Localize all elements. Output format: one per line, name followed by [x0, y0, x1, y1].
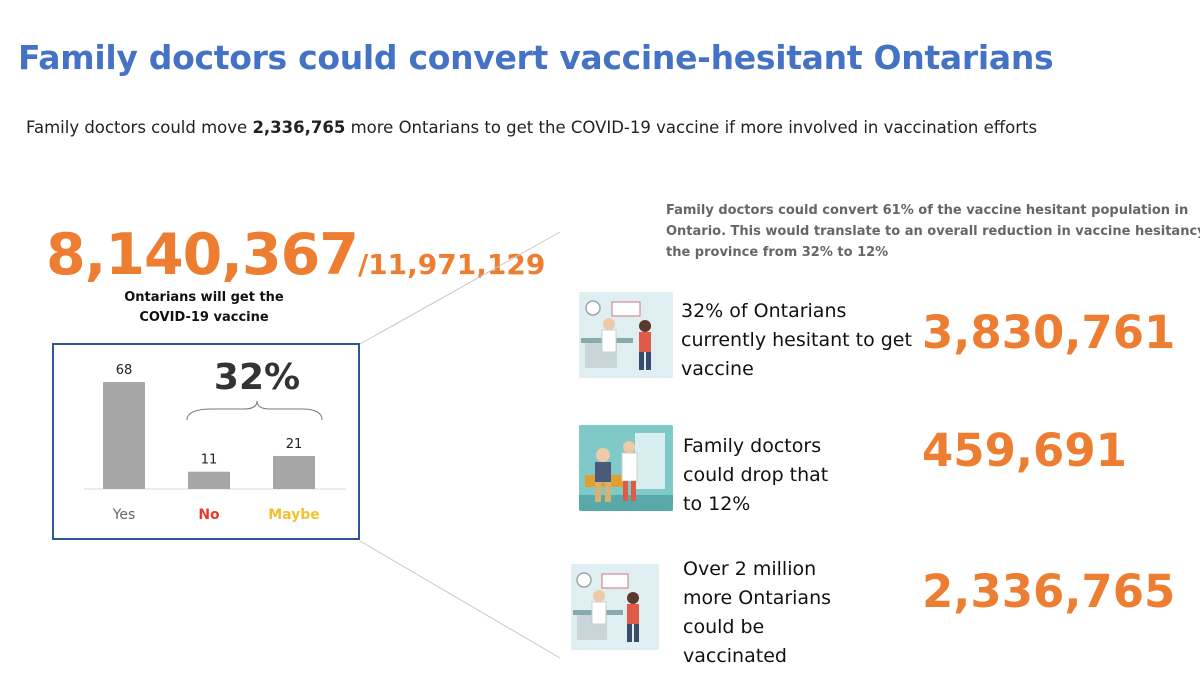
hesitant-annotation: 32% — [214, 357, 300, 398]
stat-value-2: 459,691 — [922, 424, 1127, 477]
subtitle-before: Family doctors could move — [26, 118, 253, 137]
headline-caption-line2: COVID-19 vaccine — [139, 310, 269, 325]
stat-3-line3: could be — [683, 616, 765, 638]
page-subtitle: Family doctors could move 2,336,765 more… — [26, 118, 1037, 137]
right-intro-line1: Family doctors could convert 61% of the … — [666, 203, 1189, 218]
callout-line-bottom — [359, 540, 561, 659]
headline-number: 8,140,367/11,971,129 — [46, 222, 545, 288]
headline-caption: Ontarians will get the COVID-19 vaccine — [114, 288, 294, 328]
page-title: Family doctors could convert vaccine-hes… — [18, 38, 1054, 77]
doctor-consultation-icon — [579, 292, 673, 378]
data-label-yes: 68 — [116, 363, 133, 378]
chart-svg: 32% 68 Yes 11 No 21 Maybe — [84, 357, 346, 523]
stat-3-line4: vaccinated — [683, 645, 787, 667]
stat-value-1: 3,830,761 — [922, 306, 1176, 359]
category-label-yes: Yes — [112, 507, 136, 523]
category-label-maybe: Maybe — [268, 507, 320, 523]
stat-1-line1: 32% of Ontarians — [681, 300, 847, 322]
bar-maybe — [273, 455, 315, 489]
data-label-maybe: 21 — [286, 437, 303, 452]
data-label-no: 11 — [201, 453, 218, 468]
doctor-consultation-icon — [571, 564, 659, 650]
hesitant-brace — [186, 400, 323, 421]
stat-1-line2: currently hesitant to get — [681, 329, 912, 351]
stat-description-1: 32% of Ontarians currently hesitant to g… — [681, 297, 912, 384]
stat-3-line2: more Ontarians — [683, 587, 832, 609]
vaccine-intent-chart: 32% 68 Yes 11 No 21 Maybe — [52, 343, 360, 540]
headline-big: 8,140,367 — [46, 222, 359, 288]
category-label-no: No — [198, 507, 220, 523]
right-intro-line2: Ontario. This would translate to an over… — [666, 224, 1200, 239]
subtitle-after: more Ontarians to get the COVID-19 vacci… — [345, 118, 1038, 137]
callout-line-top — [359, 231, 561, 345]
stat-value-3: 2,336,765 — [922, 565, 1176, 618]
bar-no — [188, 471, 230, 489]
right-intro: Family doctors could convert 61% of the … — [666, 200, 1200, 263]
vaccination-icon — [579, 425, 673, 511]
stat-3-line1: Over 2 million — [683, 558, 817, 580]
stat-2-line3: to 12% — [683, 493, 751, 515]
stat-description-3: Over 2 million more Ontarians could be v… — [683, 555, 831, 671]
subtitle-highlight: 2,336,765 — [252, 118, 346, 137]
bar-yes — [103, 382, 145, 489]
headline-total: /11,971,129 — [357, 248, 546, 281]
stat-description-2: Family doctors could drop that to 12% — [683, 432, 828, 519]
stat-2-line2: could drop that — [683, 464, 829, 486]
stat-1-line3: vaccine — [681, 358, 754, 380]
headline-caption-line1: Ontarians will get the — [124, 290, 284, 305]
stat-2-line1: Family doctors — [683, 435, 822, 457]
right-intro-line3: the province from 32% to 12% — [666, 245, 889, 260]
